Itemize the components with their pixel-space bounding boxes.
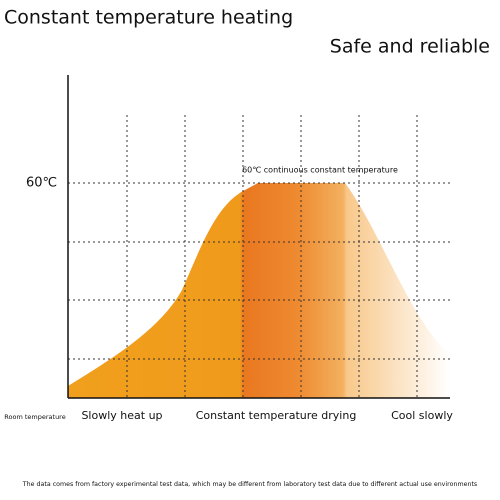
temperature-curve [68, 183, 450, 398]
grid [68, 115, 450, 398]
phase-label: Slowly heat up [81, 409, 162, 422]
origin-label: Room temperature [4, 413, 65, 421]
title: Constant temperature heating [4, 7, 293, 29]
subtitle: Safe and reliable [330, 36, 490, 58]
footer: The data comes from factory experimental… [22, 481, 477, 488]
annotation: 60℃ continuous constant temperature [242, 166, 398, 175]
phase-label: Cool slowly [391, 409, 453, 422]
phase-label: Constant temperature drying [196, 409, 357, 422]
y-label: 60℃ [26, 176, 57, 191]
